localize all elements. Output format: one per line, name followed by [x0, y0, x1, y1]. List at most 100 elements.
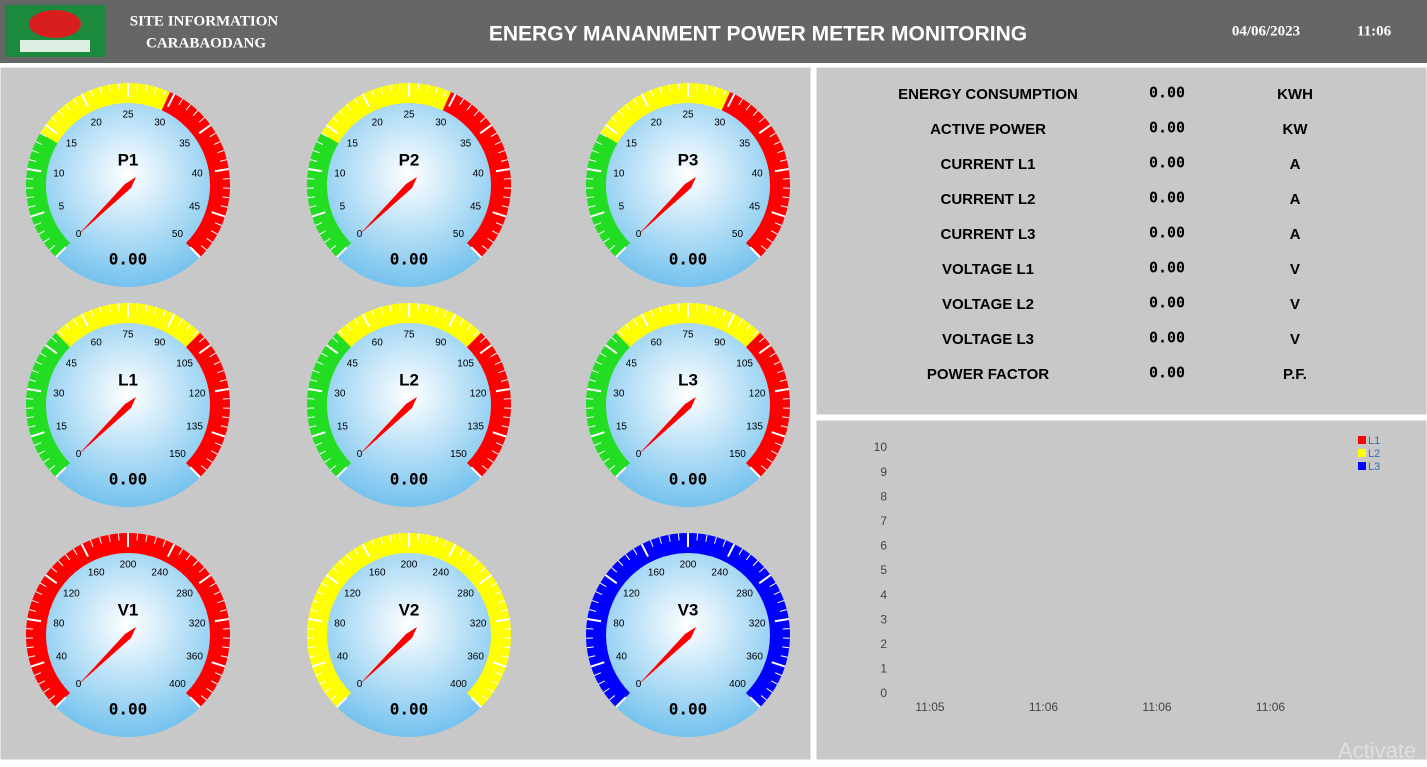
reading-unit: KWH	[1277, 86, 1313, 103]
gauge-tick-label: 280	[176, 588, 193, 599]
legend-label: L1	[1368, 435, 1380, 447]
gauge-minor-tick	[118, 533, 119, 540]
gauge-tick-label: 360	[746, 651, 763, 662]
reading-value: 0.00	[1149, 364, 1185, 382]
gauge-minor-tick	[399, 303, 400, 310]
reading-label: POWER FACTOR	[927, 366, 1049, 383]
gauge-tick-label: 120	[749, 389, 766, 400]
gauge-label: V3	[678, 600, 699, 619]
gauge-value: 0.00	[390, 250, 429, 269]
reading-unit: P.F.	[1283, 366, 1307, 383]
reading-value: 0.00	[1149, 224, 1185, 242]
gauge-minor-tick	[678, 303, 679, 310]
gauge-label: P2	[399, 150, 420, 169]
reading-unit: A	[1290, 226, 1301, 243]
gauge-tick-label: 60	[651, 337, 663, 348]
gauge-tick-label: 240	[151, 567, 168, 578]
gauge-tick-label: 135	[467, 421, 484, 432]
gauge-minor-tick	[418, 83, 419, 90]
reading-label: CURRENT L1	[940, 156, 1035, 173]
gauge-value: 0.00	[390, 700, 429, 719]
y-tick-label: 7	[880, 514, 887, 528]
y-tick-label: 5	[880, 563, 887, 577]
legend-swatch	[1358, 462, 1366, 470]
gauge-tick-label: 120	[344, 588, 361, 599]
gauge-tick-label: 15	[56, 421, 68, 432]
gauge-tick-label: 15	[337, 421, 349, 432]
gauge-tick-label: 50	[453, 229, 465, 240]
gauge-tick-label: 40	[752, 169, 764, 180]
gauge-tick-label: 15	[66, 138, 78, 149]
y-tick-label: 3	[880, 612, 887, 626]
gauge-tick-label: 150	[169, 449, 186, 460]
gauge-minor-tick	[697, 303, 698, 310]
reading-value: 0.00	[1149, 154, 1185, 172]
gauge-tick-label: 75	[682, 330, 694, 341]
gauge-tick-label: 400	[729, 679, 746, 690]
gauge-tick-label: 10	[334, 169, 346, 180]
x-tick-label: 11:06	[1029, 700, 1058, 714]
gauge-minor-tick	[697, 533, 698, 540]
gauge-tick-label: 360	[186, 651, 203, 662]
site-line: SITE INFORMATION	[130, 13, 279, 29]
logo-emblem	[29, 10, 81, 38]
gauge-tick-label: 90	[154, 337, 166, 348]
gauge-tick-label: 320	[470, 619, 487, 630]
gauge-tick-label: 160	[648, 567, 665, 578]
reading-label: ACTIVE POWER	[930, 121, 1046, 138]
gauge-tick-label: 105	[736, 358, 753, 369]
watermark: Activate	[1338, 738, 1416, 762]
gauge-tick-label: 320	[749, 619, 766, 630]
x-tick-label: 11:06	[1142, 700, 1171, 714]
gauge-tick-label: 5	[340, 201, 346, 212]
x-tick-label: 11:05	[915, 700, 944, 714]
gauge-tick-label: 40	[473, 169, 485, 180]
reading-unit: V	[1290, 261, 1300, 278]
gauge-tick-label: 280	[736, 588, 753, 599]
gauge-tick-label: 280	[457, 588, 474, 599]
reading-label: VOLTAGE L2	[942, 296, 1034, 313]
gauge-value: 0.00	[669, 700, 708, 719]
reading-value: 0.00	[1149, 119, 1185, 137]
gauge-tick-label: 25	[682, 110, 694, 121]
reading-unit: A	[1290, 156, 1301, 173]
gauge-minor-tick	[399, 533, 400, 540]
gauge-value: 0.00	[669, 470, 708, 489]
gauge-tick-label: 0	[357, 679, 363, 690]
logo-strip	[20, 40, 90, 52]
trend-panel	[816, 420, 1427, 760]
gauge-minor-tick	[137, 83, 138, 90]
y-tick-label: 9	[880, 465, 887, 479]
gauge-label: L3	[678, 370, 698, 389]
y-tick-label: 6	[880, 539, 887, 553]
gauge-tick-label: 120	[623, 588, 640, 599]
gauge-tick-label: 5	[59, 201, 65, 212]
gauge-label: V1	[118, 600, 139, 619]
gauge-value: 0.00	[669, 250, 708, 269]
reading-value: 0.00	[1149, 84, 1185, 102]
gauge-tick-label: 0	[636, 679, 642, 690]
gauge-tick-label: 75	[122, 330, 134, 341]
gauge-tick-label: 120	[63, 588, 80, 599]
gauge-tick-label: 60	[372, 337, 384, 348]
x-tick-label: 11:06	[1256, 700, 1285, 714]
gauge-tick-label: 0	[76, 229, 82, 240]
gauge-tick-label: 35	[739, 138, 751, 149]
y-tick-label: 8	[880, 489, 887, 503]
reading-value: 0.00	[1149, 294, 1185, 312]
gauge-minor-tick	[137, 533, 138, 540]
gauge-tick-label: 40	[192, 169, 204, 180]
page-title: ENERGY MANANMENT POWER METER MONITORING	[489, 23, 1027, 46]
gauge-value: 0.00	[109, 470, 148, 489]
gauge-tick-label: 10	[53, 169, 65, 180]
legend-swatch	[1358, 436, 1366, 444]
gauge-tick-label: 0	[636, 449, 642, 460]
gauge-tick-label: 35	[460, 138, 472, 149]
gauge-tick-label: 150	[450, 449, 467, 460]
gauge-tick-label: 45	[66, 358, 78, 369]
gauge-tick-label: 30	[53, 389, 65, 400]
gauge-tick-label: 0	[636, 229, 642, 240]
gauge-tick-label: 135	[186, 421, 203, 432]
gauge-tick-label: 0	[76, 679, 82, 690]
